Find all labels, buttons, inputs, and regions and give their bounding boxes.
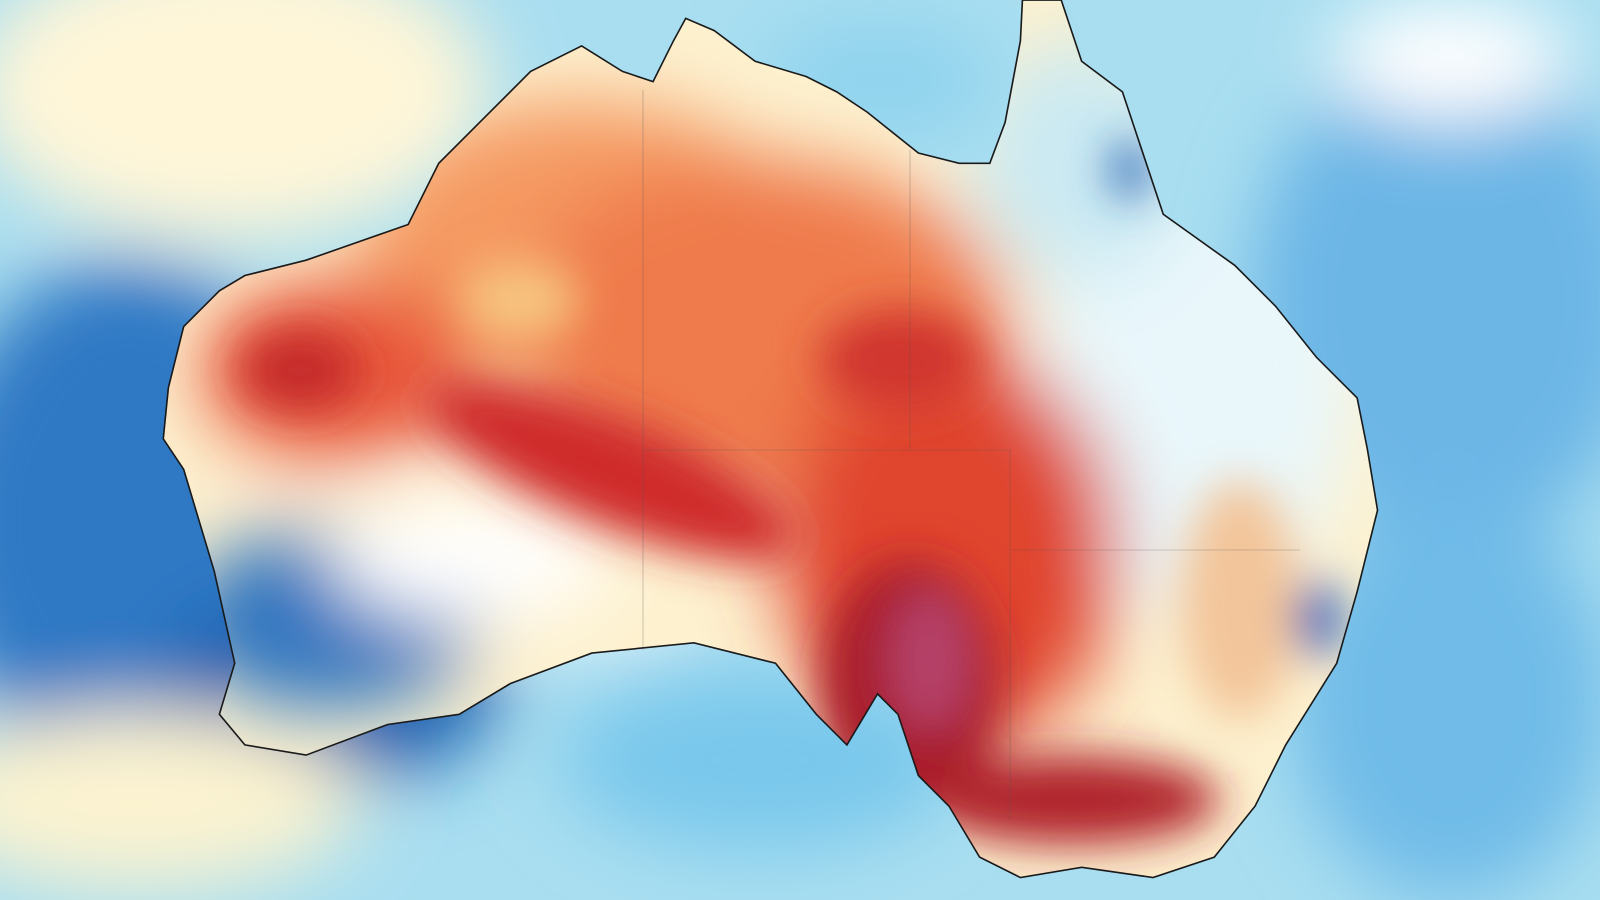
state-borders <box>642 90 1300 820</box>
